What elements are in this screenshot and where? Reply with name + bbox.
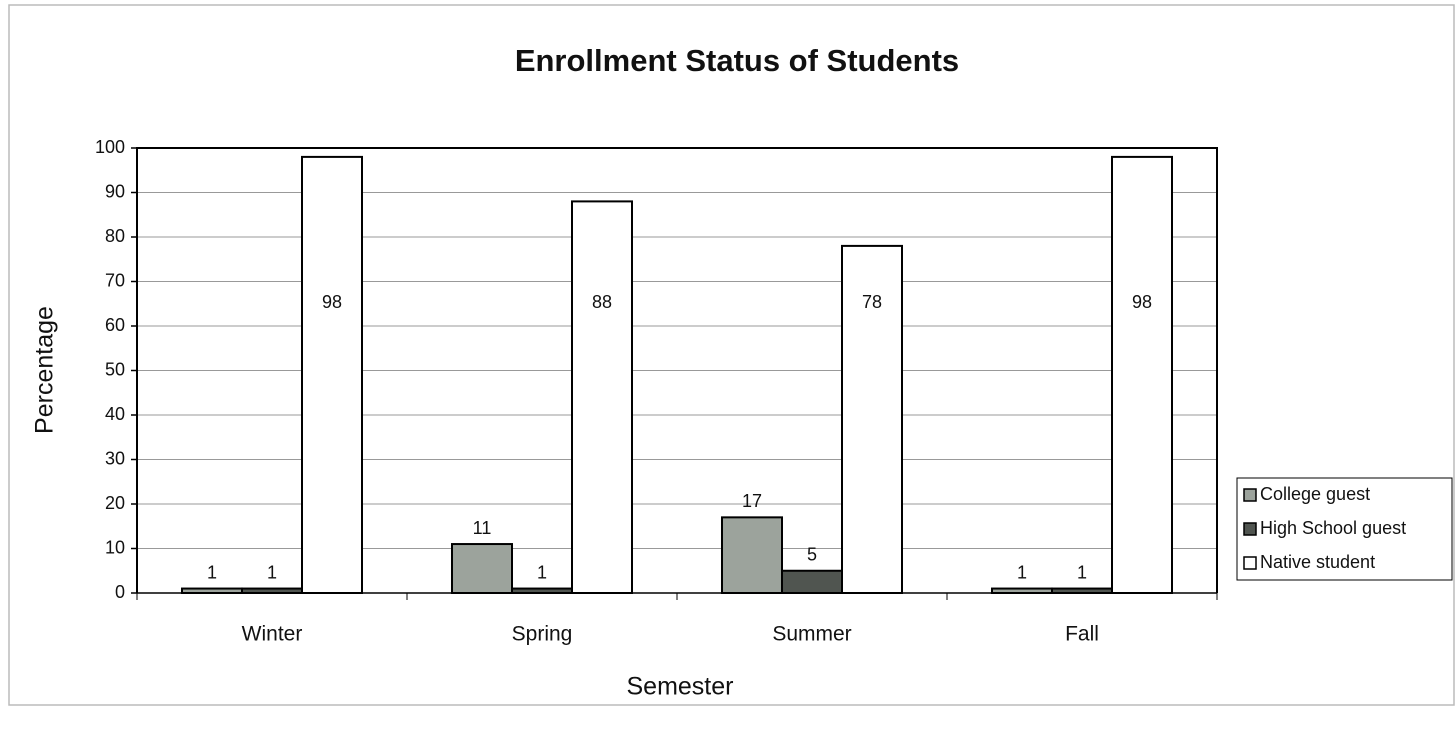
chart-title: Enrollment Status of Students <box>515 43 959 78</box>
y-tick-label: 0 <box>115 582 125 602</box>
x-tick-label: Spring <box>512 623 573 646</box>
chart-border <box>8 4 1455 706</box>
y-tick-label: 60 <box>105 315 125 335</box>
legend-swatch <box>1243 522 1257 536</box>
y-axis-label: Percentage <box>31 306 59 434</box>
bar <box>841 244 903 594</box>
bar <box>781 569 843 594</box>
data-label: 5 <box>807 545 817 565</box>
plot-frame <box>136 147 1218 593</box>
y-tick-label: 100 <box>95 137 125 157</box>
data-label: 1 <box>207 562 217 582</box>
y-tick-label: 20 <box>105 493 125 513</box>
data-label: 1 <box>537 562 547 582</box>
data-label: 88 <box>592 292 612 312</box>
legend-label: High School guest <box>1260 518 1406 538</box>
data-label: 98 <box>322 292 342 312</box>
legend-box <box>1236 477 1453 581</box>
bar <box>721 516 783 594</box>
data-label: 11 <box>473 518 492 538</box>
x-tick-label: Fall <box>1065 623 1099 646</box>
y-tick-label: 50 <box>105 359 125 379</box>
y-tick-label: 30 <box>105 448 125 468</box>
legend-label: Native student <box>1260 552 1375 572</box>
x-tick-label: Winter <box>242 623 303 646</box>
bar <box>1111 155 1173 594</box>
x-axis-label: Semester <box>627 673 734 701</box>
legend-swatch <box>1243 488 1257 502</box>
bar <box>451 543 513 594</box>
legend-swatch <box>1243 556 1257 570</box>
data-label: 1 <box>267 562 277 582</box>
data-label: 1 <box>1077 562 1087 582</box>
y-tick-label: 40 <box>105 404 125 424</box>
legend-label: College guest <box>1260 484 1370 504</box>
x-tick-label: Summer <box>772 623 851 646</box>
bar <box>571 200 633 594</box>
data-label: 98 <box>1132 292 1152 312</box>
y-tick-label: 80 <box>105 226 125 246</box>
data-label: 78 <box>862 292 882 312</box>
data-label: 17 <box>742 491 762 511</box>
y-tick-label: 70 <box>105 270 125 290</box>
bar <box>301 155 363 594</box>
data-label: 1 <box>1017 562 1027 582</box>
y-tick-label: 90 <box>105 181 125 201</box>
y-tick-label: 10 <box>105 537 125 557</box>
